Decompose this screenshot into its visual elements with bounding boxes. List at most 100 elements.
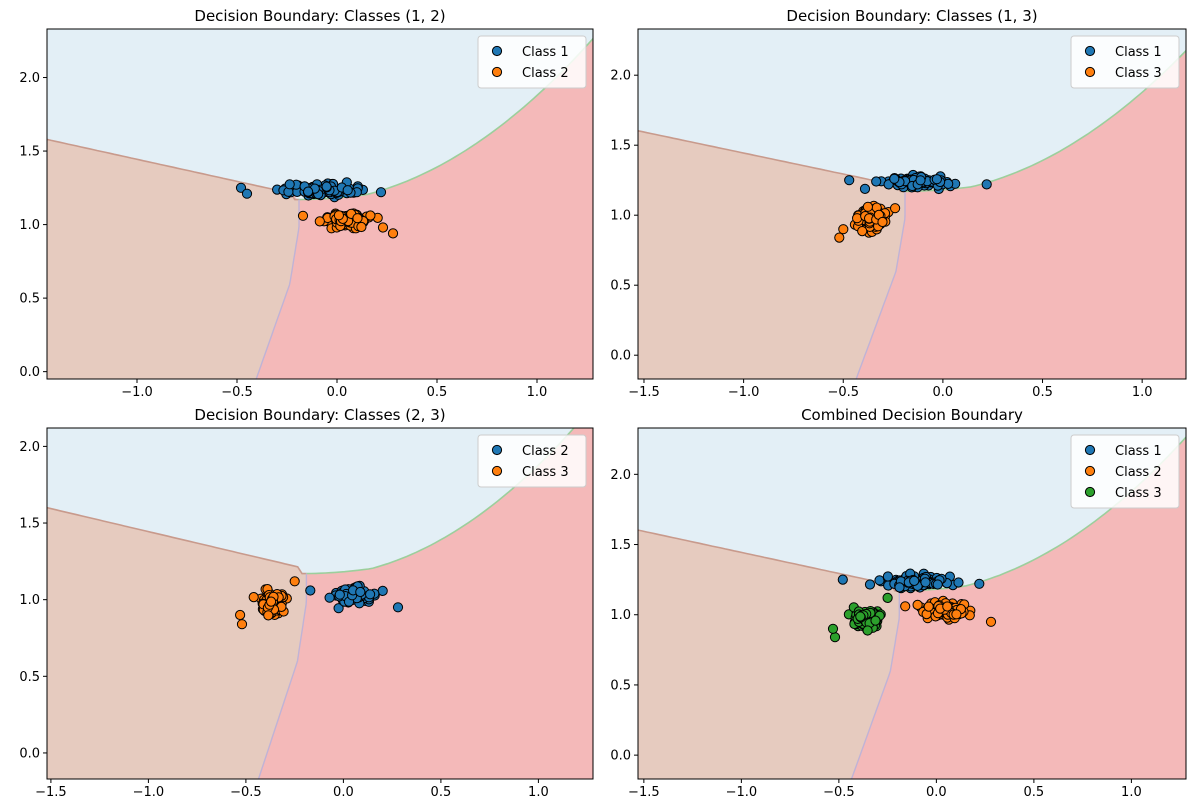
data-point [862,625,873,636]
decision-regions [638,29,1186,379]
legend-label: Class 3 [1115,486,1162,501]
y-tick-label: 0.0 [19,365,40,380]
legend-marker [1084,486,1096,498]
region-left [638,530,900,779]
scatter-points [235,177,399,239]
y-tick-label: 2.0 [19,440,40,455]
x-tick-label: −0.5 [823,785,855,800]
boundary-left [638,130,905,193]
data-point [942,601,953,612]
data-point [289,576,300,587]
x-tick-label: 1.0 [528,785,549,800]
x-tick-label: −1.0 [726,785,758,800]
data-point [235,182,247,193]
x-tick-label: 0.0 [926,785,947,800]
subplot-3: −1.5 −1.0 −0.5 0.0 0.5 1.0 0.0 0.5 1.0 1.5 2.0 Deci… [19,406,594,800]
legend-label: Class 3 [522,465,569,480]
x-tick-label: 0.5 [1024,785,1045,800]
data-point [855,611,866,622]
x-tick-label: 0.0 [933,385,954,400]
chart-title: Decision Boundary: Classes (2, 3) [194,406,445,424]
x-tick-label: −1.0 [121,385,153,400]
data-point [377,585,388,597]
x-tick-label: 1.0 [1121,785,1142,800]
data-point [864,579,876,590]
data-point [356,221,367,233]
series-class-1 [844,169,992,195]
x-tick-label: −1.0 [133,785,165,800]
data-point [248,592,259,603]
data-point [266,596,277,607]
legend: Class 1 Class 2 [477,35,587,89]
series-class-3 [827,592,893,643]
y-tick-label: 1.0 [610,608,631,623]
data-point [838,224,849,235]
data-point [284,179,295,190]
data-point [377,222,389,233]
y-tick-label: 1.5 [19,145,40,160]
data-point [365,210,376,221]
y-tick-label: 2.0 [19,71,40,86]
x-tick-label: 0.0 [333,785,354,800]
y-tick-label: 0.0 [610,349,631,364]
series-class-1 [837,568,985,594]
y-tick-label: 2.0 [610,468,631,483]
data-point [877,216,888,228]
legend-label: Class 1 [1115,444,1162,459]
subplot-1: −1.0 −0.5 0.0 0.5 1.0 0.0 0.5 1.0 1.5 2.0 Decision… [19,7,594,400]
y-tick-label: 1.5 [610,139,631,154]
data-point [862,201,874,212]
subplot-4: −1.5 −1.0 −0.5 0.0 0.5 1.0 0.0 0.5 1.0 1.5 2.0 Comb… [610,406,1187,800]
data-point [392,602,404,613]
chart-title: Combined Decision Boundary [801,406,1023,424]
data-point [305,585,316,596]
y-tick-label: 2.0 [610,69,631,84]
data-point [303,186,314,197]
data-point [882,592,893,604]
scatter-points [834,169,992,243]
data-point [236,619,248,630]
decision-regions [47,428,593,779]
data-point [920,577,931,588]
x-tick-label: −1.0 [728,385,760,400]
legend-marker [1084,45,1096,57]
y-tick-label: 1.0 [610,209,631,224]
legend-marker [491,45,503,57]
legend-marker [1084,444,1096,456]
x-tick-label: −1.5 [628,785,660,800]
data-point [871,176,882,187]
legend: Class 1 Class 2 Class 3 [1070,434,1180,509]
legend-marker [1084,66,1096,78]
data-point [321,181,332,192]
data-point [355,586,366,598]
scatter-points [827,568,997,643]
data-point [870,615,881,626]
region-left [47,139,299,379]
data-point [857,226,868,237]
series-class-3 [235,576,300,630]
legend-label: Class 2 [1115,465,1162,480]
legend-box [1070,434,1180,509]
region-left [47,507,307,779]
series-class-2 [900,595,997,627]
y-tick-label: 0.0 [19,746,40,761]
legend-label: Class 2 [522,444,569,459]
data-point [365,589,376,600]
data-point [912,599,923,611]
boundary-vertical [855,191,906,379]
series-class-2 [297,208,399,239]
boundary-vertical [255,199,300,379]
boundary-left [47,506,307,575]
y-tick-label: 0.5 [610,678,631,693]
x-tick-label: −1.5 [628,385,660,400]
x-tick-label: −0.5 [221,385,253,400]
boundary-left [638,529,900,592]
y-tick-label: 0.0 [610,749,631,764]
y-tick-label: 0.5 [19,670,40,685]
data-point [874,575,885,586]
data-point [859,183,871,194]
series-class-1 [235,177,387,203]
axes-frame [637,427,1187,780]
data-point [333,210,344,221]
